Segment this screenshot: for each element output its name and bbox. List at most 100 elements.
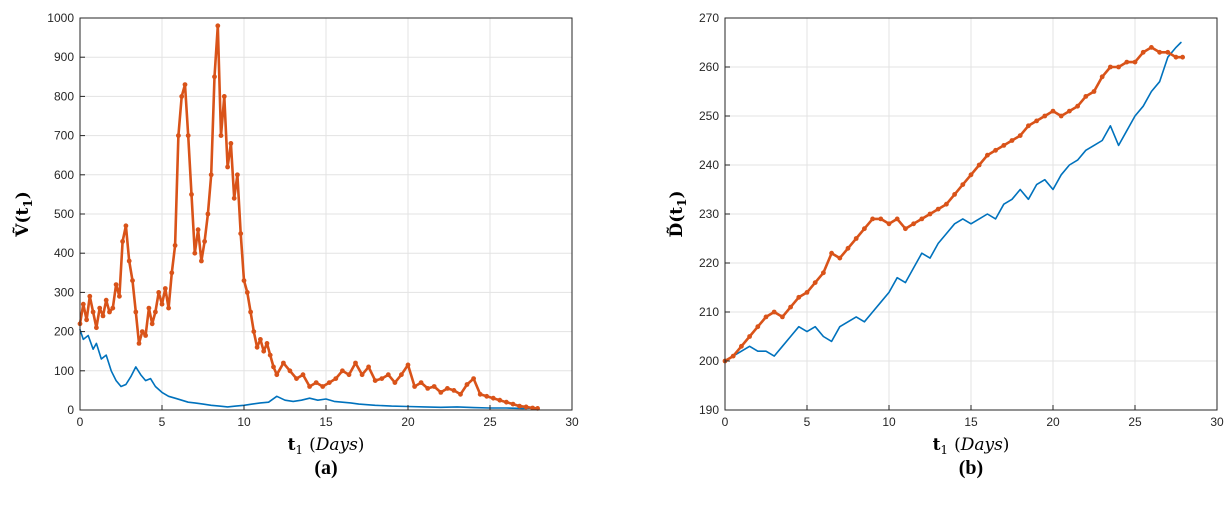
data-point — [497, 397, 503, 403]
x-tick-label: 0 — [77, 415, 84, 429]
data-point — [143, 333, 149, 338]
data-point — [523, 404, 529, 410]
data-point — [215, 23, 221, 29]
y-tick-label: 220 — [699, 256, 719, 270]
data-point — [258, 337, 263, 342]
data-point — [156, 290, 162, 295]
data-point — [238, 231, 244, 237]
series-line-0 — [724, 41, 1182, 362]
data-point — [372, 378, 378, 383]
y-tick-label: 210 — [699, 305, 719, 319]
data-point — [192, 250, 198, 256]
data-point — [110, 305, 116, 311]
data-point — [1124, 59, 1130, 65]
data-point — [510, 401, 516, 407]
data-point — [399, 372, 404, 378]
data-point — [326, 380, 332, 385]
data-point — [739, 343, 744, 349]
y-tick-label: 700 — [54, 129, 74, 143]
y-tick-label: 270 — [699, 11, 719, 25]
data-point — [251, 329, 257, 334]
chart-1: 0 5 10 15 20 25 30 190 200 210 220 230 240 250 260 270 t… — [667, 11, 1224, 479]
y-tick-label: 240 — [699, 158, 719, 172]
data-point — [837, 255, 843, 261]
x-tick-label: 15 — [964, 415, 978, 429]
data-point — [231, 195, 237, 201]
data-point — [333, 376, 339, 381]
data-point — [281, 360, 286, 366]
data-point — [353, 360, 358, 366]
y-tick-label: 900 — [54, 50, 74, 64]
data-point — [1017, 133, 1023, 139]
data-point — [976, 162, 982, 168]
data-point — [878, 216, 884, 222]
data-point — [225, 164, 231, 170]
data-point — [1091, 89, 1097, 94]
data-point — [862, 226, 867, 232]
series-line-0 — [79, 328, 537, 410]
data-point — [274, 372, 280, 378]
data-point — [267, 352, 273, 358]
data-point — [1149, 45, 1154, 50]
data-point — [504, 399, 509, 405]
y-tick-label: 400 — [54, 246, 74, 260]
data-point — [185, 133, 191, 139]
data-point — [261, 348, 267, 354]
y-axis-label: D̃(t1) — [667, 190, 689, 237]
data-point — [87, 293, 93, 299]
data-point — [968, 172, 974, 178]
data-point — [254, 344, 260, 350]
data-point — [517, 403, 522, 409]
data-point — [1058, 113, 1064, 119]
data-point — [431, 384, 437, 389]
x-axis-label: t1 (Days) — [288, 435, 365, 457]
data-point — [464, 382, 470, 387]
data-point — [300, 372, 306, 378]
data-point — [271, 364, 276, 370]
data-point — [179, 94, 185, 99]
data-point — [169, 270, 175, 276]
data-point — [1132, 59, 1138, 65]
data-point — [788, 304, 793, 310]
data-point — [202, 239, 208, 244]
data-point — [313, 380, 319, 385]
y-tick-label: 200 — [54, 325, 74, 339]
x-tick-label: 0 — [722, 415, 729, 429]
data-point — [172, 243, 178, 248]
y-tick-label: 190 — [699, 403, 719, 417]
y-tick-label: 600 — [54, 168, 74, 182]
data-point — [189, 192, 194, 197]
x-tick-label: 5 — [804, 415, 811, 429]
x-tick-label: 25 — [483, 415, 497, 429]
data-point — [212, 74, 217, 80]
data-point — [747, 334, 752, 339]
data-point — [205, 211, 211, 217]
data-point — [149, 321, 155, 327]
data-point — [90, 309, 96, 315]
data-point — [919, 216, 925, 222]
data-point — [248, 309, 254, 315]
y-tick-label: 1000 — [47, 11, 74, 25]
data-point — [471, 376, 476, 381]
data-point — [911, 221, 916, 227]
data-point — [771, 309, 777, 315]
data-point — [94, 325, 99, 331]
data-point — [730, 353, 736, 359]
x-tick-label: 10 — [237, 415, 251, 429]
data-point — [84, 317, 89, 323]
x-axis-label: t1 (Days) — [933, 435, 1010, 457]
x-tick-label: 30 — [1210, 415, 1224, 429]
data-point — [244, 290, 250, 295]
data-point — [412, 384, 417, 389]
data-point — [477, 391, 483, 397]
data-point — [385, 372, 391, 378]
data-point — [935, 206, 941, 212]
data-point — [117, 293, 122, 299]
data-point — [153, 309, 158, 315]
data-point — [208, 172, 214, 178]
data-point — [392, 380, 398, 385]
data-point — [530, 405, 535, 411]
data-point — [264, 341, 270, 346]
data-point — [1173, 54, 1179, 60]
data-point — [199, 258, 204, 264]
